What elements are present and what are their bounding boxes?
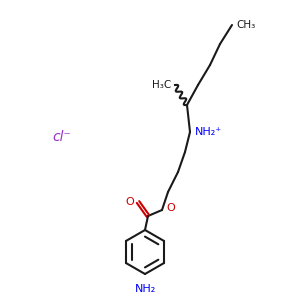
Text: O: O <box>166 203 175 213</box>
Text: CH₃: CH₃ <box>236 20 255 30</box>
Text: O: O <box>125 197 134 207</box>
Text: NH₂: NH₂ <box>134 284 156 294</box>
Text: NH₂⁺: NH₂⁺ <box>195 127 222 137</box>
Text: cl⁻: cl⁻ <box>52 130 71 144</box>
Text: H₃C: H₃C <box>152 80 171 90</box>
